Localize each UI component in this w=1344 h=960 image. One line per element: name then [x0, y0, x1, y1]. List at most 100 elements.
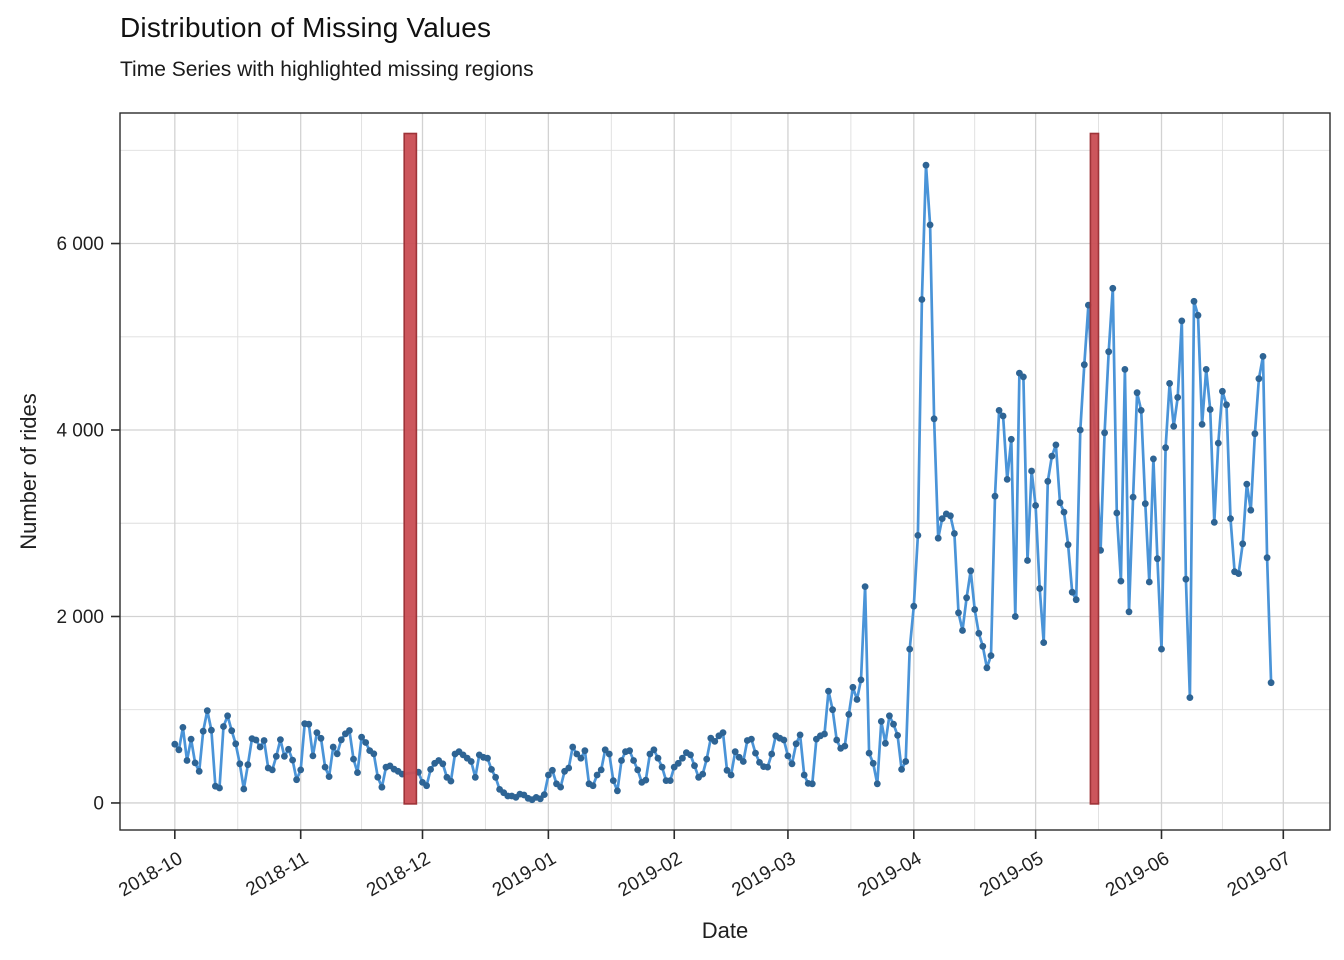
data-point [983, 664, 991, 672]
data-point [549, 766, 556, 774]
data-point [236, 760, 244, 768]
data-point [938, 515, 946, 522]
data-point [199, 727, 207, 735]
data-point [1060, 508, 1068, 516]
data-point [1235, 570, 1242, 577]
data-point [1190, 297, 1198, 305]
data-point [256, 743, 264, 751]
data-point [268, 766, 276, 774]
data-point [963, 594, 970, 602]
data-point [557, 783, 564, 791]
data-point [240, 785, 248, 793]
data-point [605, 750, 613, 758]
data-point [849, 683, 857, 691]
data-point [1194, 311, 1202, 319]
data-point [1101, 429, 1108, 437]
data-point [1028, 467, 1035, 475]
data-point [918, 296, 926, 303]
data-point [1154, 555, 1161, 563]
missing-region-band [1089, 132, 1100, 805]
data-point [1141, 500, 1149, 508]
missing-region-band [403, 132, 418, 805]
series-line [173, 163, 1273, 802]
data-point [719, 729, 727, 736]
data-point [674, 759, 682, 767]
x-tick-label: 2019-04 [854, 848, 925, 901]
data-point [999, 412, 1007, 420]
data-point [350, 755, 357, 763]
data-point [654, 754, 662, 762]
data-point [1174, 394, 1182, 401]
data-point [1251, 430, 1259, 438]
y-tick-label: 4 000 [56, 421, 104, 442]
data-point [796, 731, 804, 739]
data-point [1064, 541, 1072, 549]
data-point [581, 747, 589, 755]
data-point [321, 763, 329, 771]
data-point [658, 763, 666, 771]
data-point [829, 706, 836, 714]
data-point [947, 512, 954, 520]
data-point [991, 492, 999, 500]
data-point [1166, 380, 1173, 387]
data-point [1267, 679, 1275, 687]
y-tick-label: 6 000 [56, 234, 104, 255]
data-point [768, 750, 776, 758]
data-point [171, 740, 179, 748]
data-point [1080, 361, 1088, 369]
data-point [1036, 585, 1044, 592]
data-point [865, 749, 873, 757]
data-point [1052, 441, 1060, 449]
data-point [784, 752, 792, 760]
data-point [906, 645, 914, 653]
data-point [1186, 694, 1194, 701]
data-point [208, 726, 215, 734]
data-point [735, 753, 743, 761]
data-point [1263, 554, 1271, 562]
data-point [691, 762, 698, 770]
data-point [1121, 366, 1129, 373]
data-point [220, 723, 227, 730]
data-point [447, 777, 455, 785]
data-point [191, 759, 199, 767]
data-point [800, 771, 808, 779]
data-point [337, 736, 345, 744]
data-point [1133, 389, 1141, 397]
data-point [232, 740, 240, 748]
data-point [853, 696, 861, 703]
data-point [593, 771, 601, 779]
chart-subtitle: Time Series with highlighted missing reg… [120, 58, 534, 81]
data-point [423, 782, 430, 790]
x-axis-title: Date [702, 918, 748, 943]
data-point [187, 735, 195, 743]
data-point [1227, 515, 1234, 522]
data-point [845, 711, 853, 718]
data-point [975, 629, 983, 637]
data-point [488, 766, 495, 773]
data-point [1125, 608, 1133, 616]
chart-title: Distribution of Missing Values [120, 12, 492, 43]
data-point [1210, 518, 1218, 526]
data-point [873, 780, 881, 788]
data-point [374, 773, 382, 781]
data-point [195, 767, 203, 775]
x-tick-label: 2019-06 [1102, 848, 1173, 901]
data-point [545, 771, 552, 779]
data-point [788, 760, 796, 768]
data-point [1239, 540, 1247, 548]
data-point [1003, 476, 1011, 483]
data-point [1024, 557, 1031, 564]
data-point [869, 759, 877, 767]
data-point [821, 730, 828, 738]
data-point [1223, 401, 1230, 409]
data-point [1048, 452, 1056, 460]
data-point [1158, 645, 1165, 653]
data-point [841, 742, 849, 750]
data-point [618, 757, 625, 764]
x-tick-label: 2019-01 [489, 848, 560, 901]
data-point [228, 727, 236, 735]
data-point [1020, 373, 1027, 381]
data-point [325, 773, 333, 780]
data-point [565, 764, 573, 772]
